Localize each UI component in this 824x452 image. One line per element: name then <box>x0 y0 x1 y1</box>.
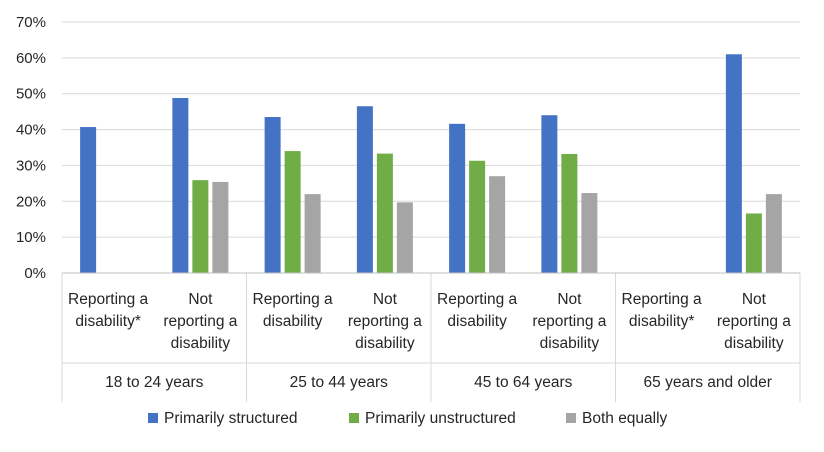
y-tick-label: 20% <box>16 193 46 210</box>
legend-swatch <box>349 413 359 423</box>
group-label: 25 to 44 years <box>290 374 388 391</box>
y-tick-label: 50% <box>16 86 46 103</box>
category-label: disability <box>263 313 323 330</box>
bar <box>212 181 229 273</box>
y-tick-label: 60% <box>16 50 46 67</box>
y-tick-label: 40% <box>16 122 46 139</box>
bar <box>264 117 281 274</box>
category-label: Not <box>373 291 398 308</box>
category-label: reporting a <box>163 313 237 330</box>
legend-swatch <box>148 413 158 423</box>
y-tick-label: 30% <box>16 157 46 174</box>
category-label: disability <box>355 335 415 352</box>
bar <box>356 106 373 273</box>
y-tick-label: 70% <box>16 14 46 31</box>
bar <box>376 153 393 273</box>
category-label: disability <box>540 335 600 352</box>
category-label: reporting a <box>532 313 606 330</box>
category-label: disability* <box>629 313 694 330</box>
legend-label: Both equally <box>582 410 668 427</box>
bar <box>80 127 97 273</box>
legend-swatch <box>566 413 576 423</box>
legend-label: Primarily structured <box>164 410 298 427</box>
bar <box>304 194 321 273</box>
category-label: Reporting a <box>437 291 518 308</box>
bar <box>489 176 506 273</box>
bar <box>192 180 209 273</box>
y-tick-label: 0% <box>24 265 46 282</box>
bar <box>561 153 578 273</box>
bar <box>765 194 782 273</box>
bar <box>284 151 301 273</box>
category-label: Not <box>188 291 213 308</box>
category-label: disability <box>447 313 507 330</box>
bar <box>745 213 762 273</box>
category-label: reporting a <box>348 313 422 330</box>
category-label: disability <box>724 335 784 352</box>
y-tick-label: 10% <box>16 229 46 246</box>
category-label: reporting a <box>717 313 791 330</box>
group-label: 18 to 24 years <box>105 374 203 391</box>
category-label: Not <box>742 291 767 308</box>
bar <box>469 160 486 273</box>
group-label: 45 to 64 years <box>474 374 572 391</box>
bar <box>172 98 189 273</box>
bar <box>396 202 413 273</box>
bar <box>541 115 558 273</box>
group-label: 65 years and older <box>644 374 772 391</box>
category-label: Not <box>557 291 582 308</box>
bar <box>725 54 742 274</box>
category-label: disability <box>171 335 231 352</box>
bar <box>581 193 598 273</box>
category-label: disability* <box>75 313 140 330</box>
category-label: Reporting a <box>622 291 703 308</box>
bar <box>449 123 466 273</box>
category-label: Reporting a <box>68 291 149 308</box>
category-label: Reporting a <box>253 291 334 308</box>
legend-label: Primarily unstructured <box>365 410 516 427</box>
